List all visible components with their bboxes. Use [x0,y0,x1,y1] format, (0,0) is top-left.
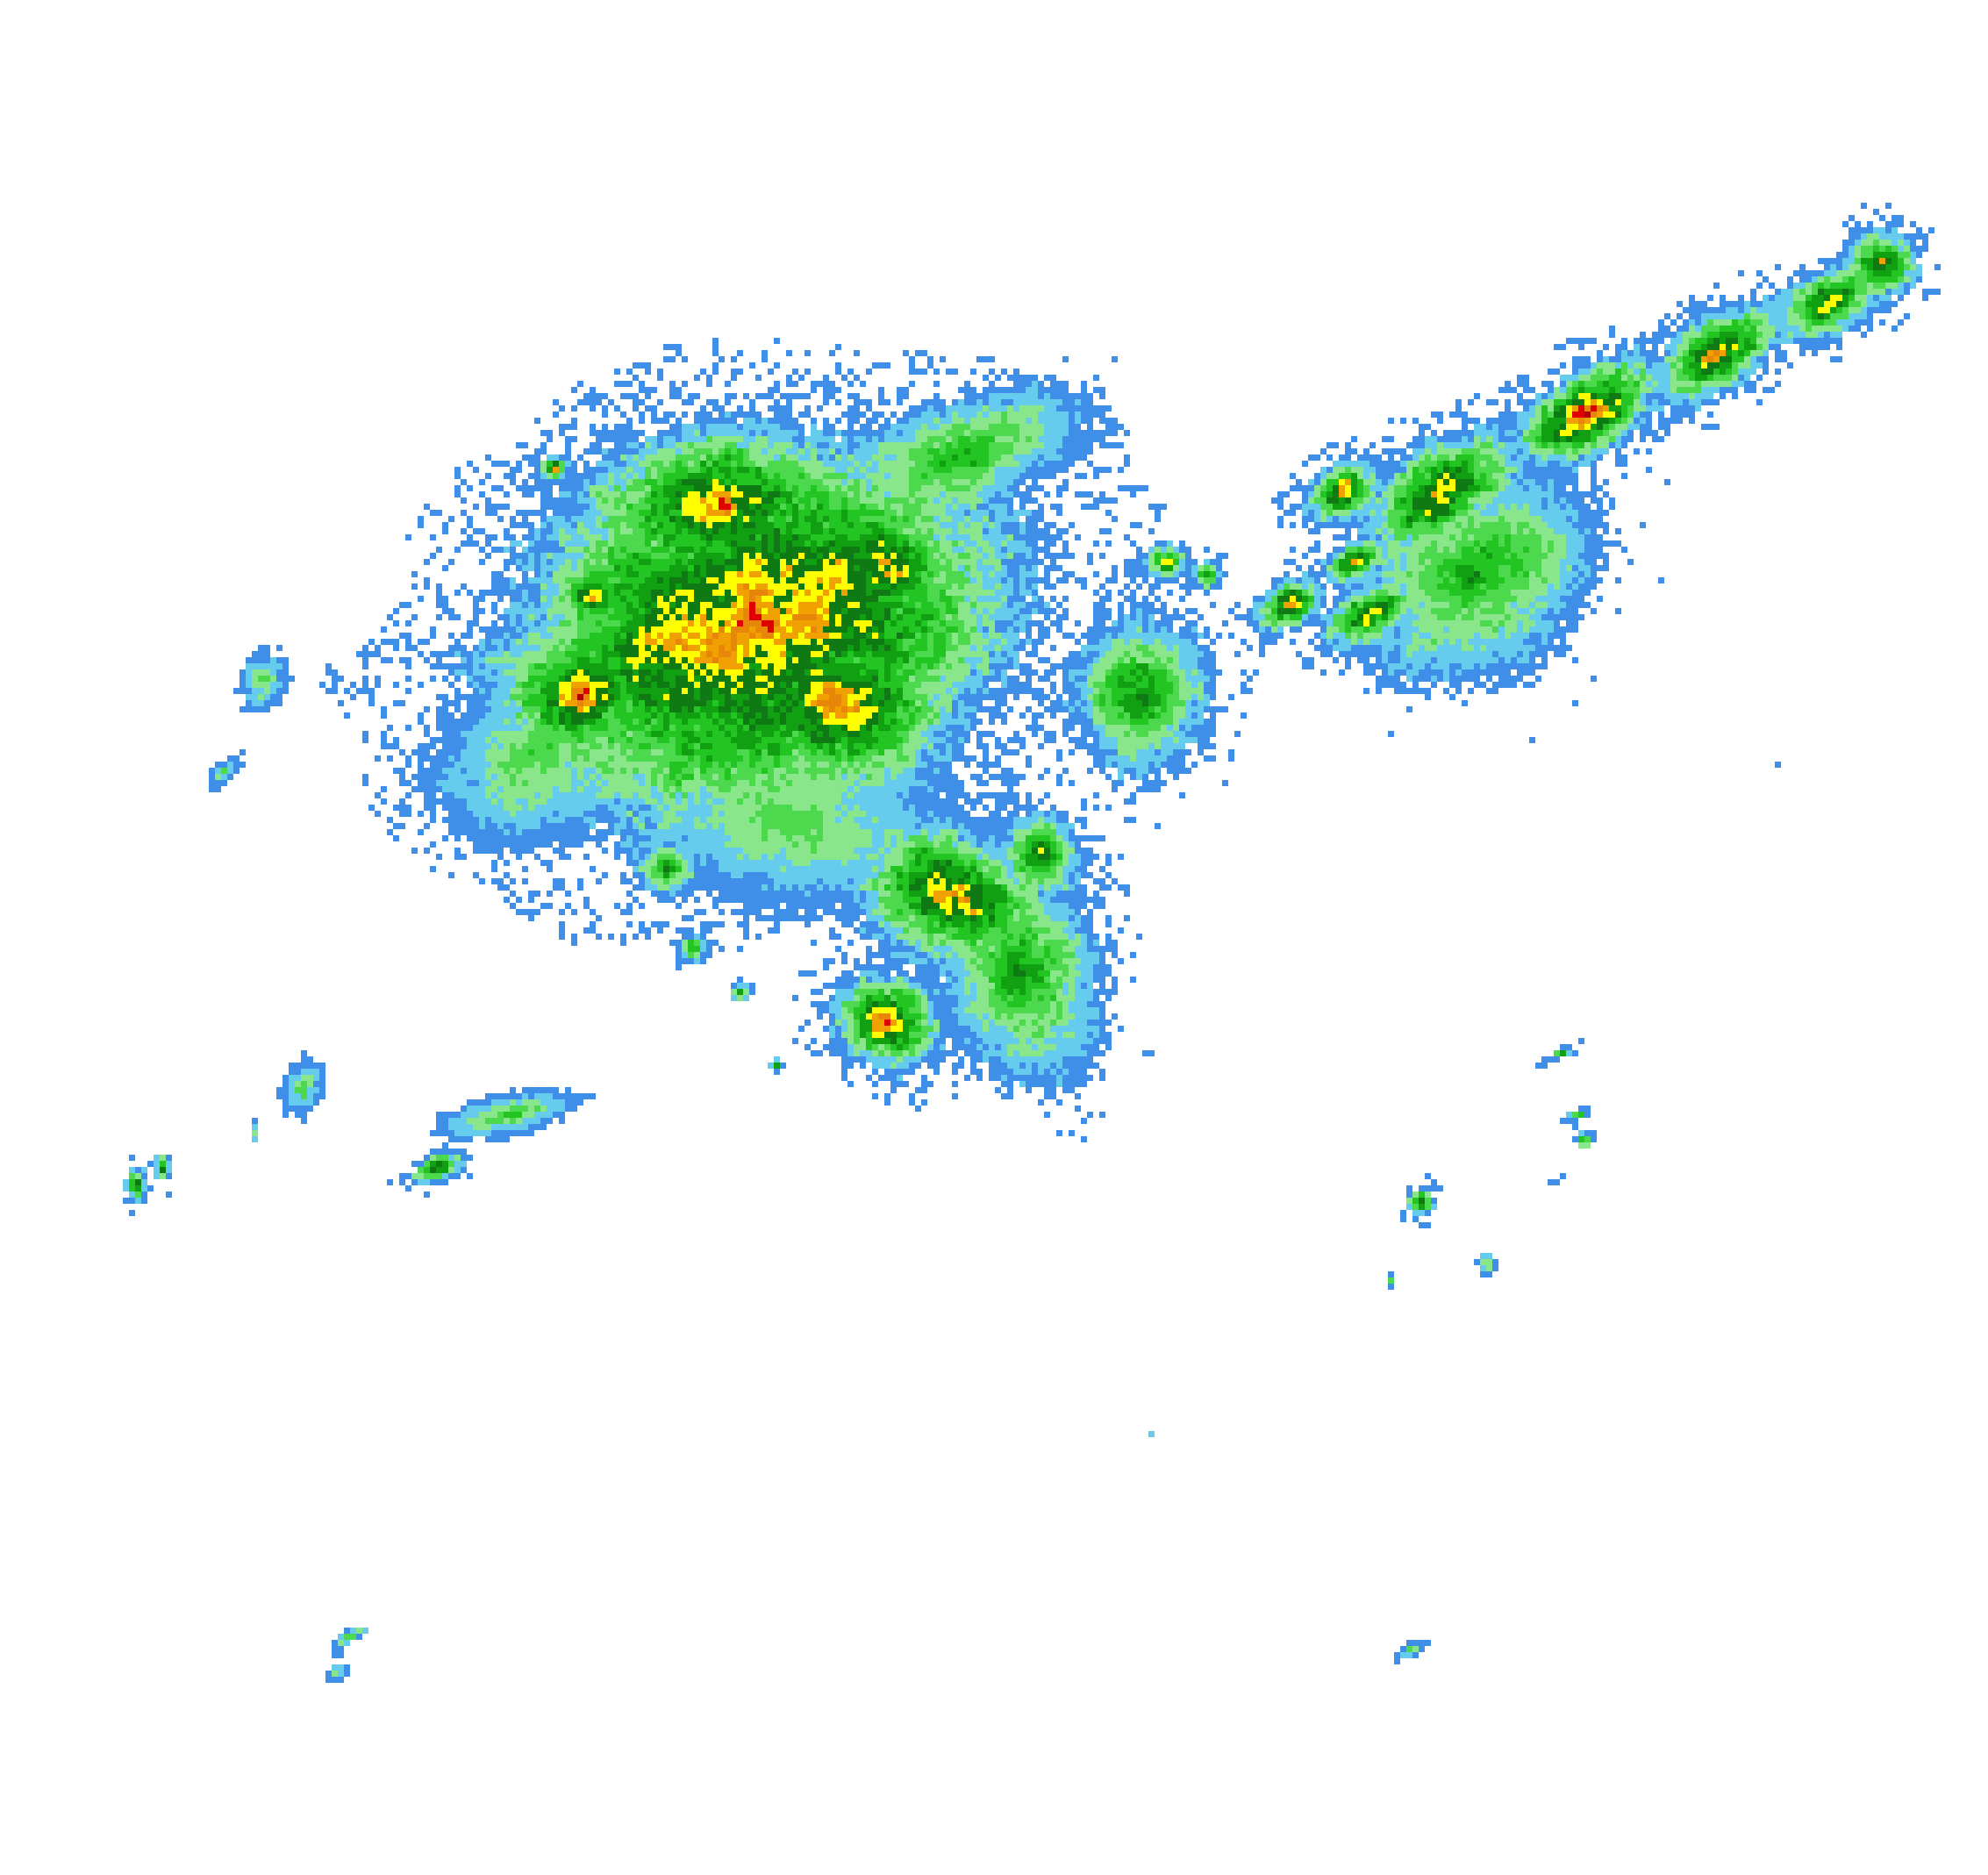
radar-reflectivity-canvas [0,0,1988,1875]
radar-reflectivity-figure: Radar Reflectivity Composite Pixelated w… [0,0,1988,1875]
